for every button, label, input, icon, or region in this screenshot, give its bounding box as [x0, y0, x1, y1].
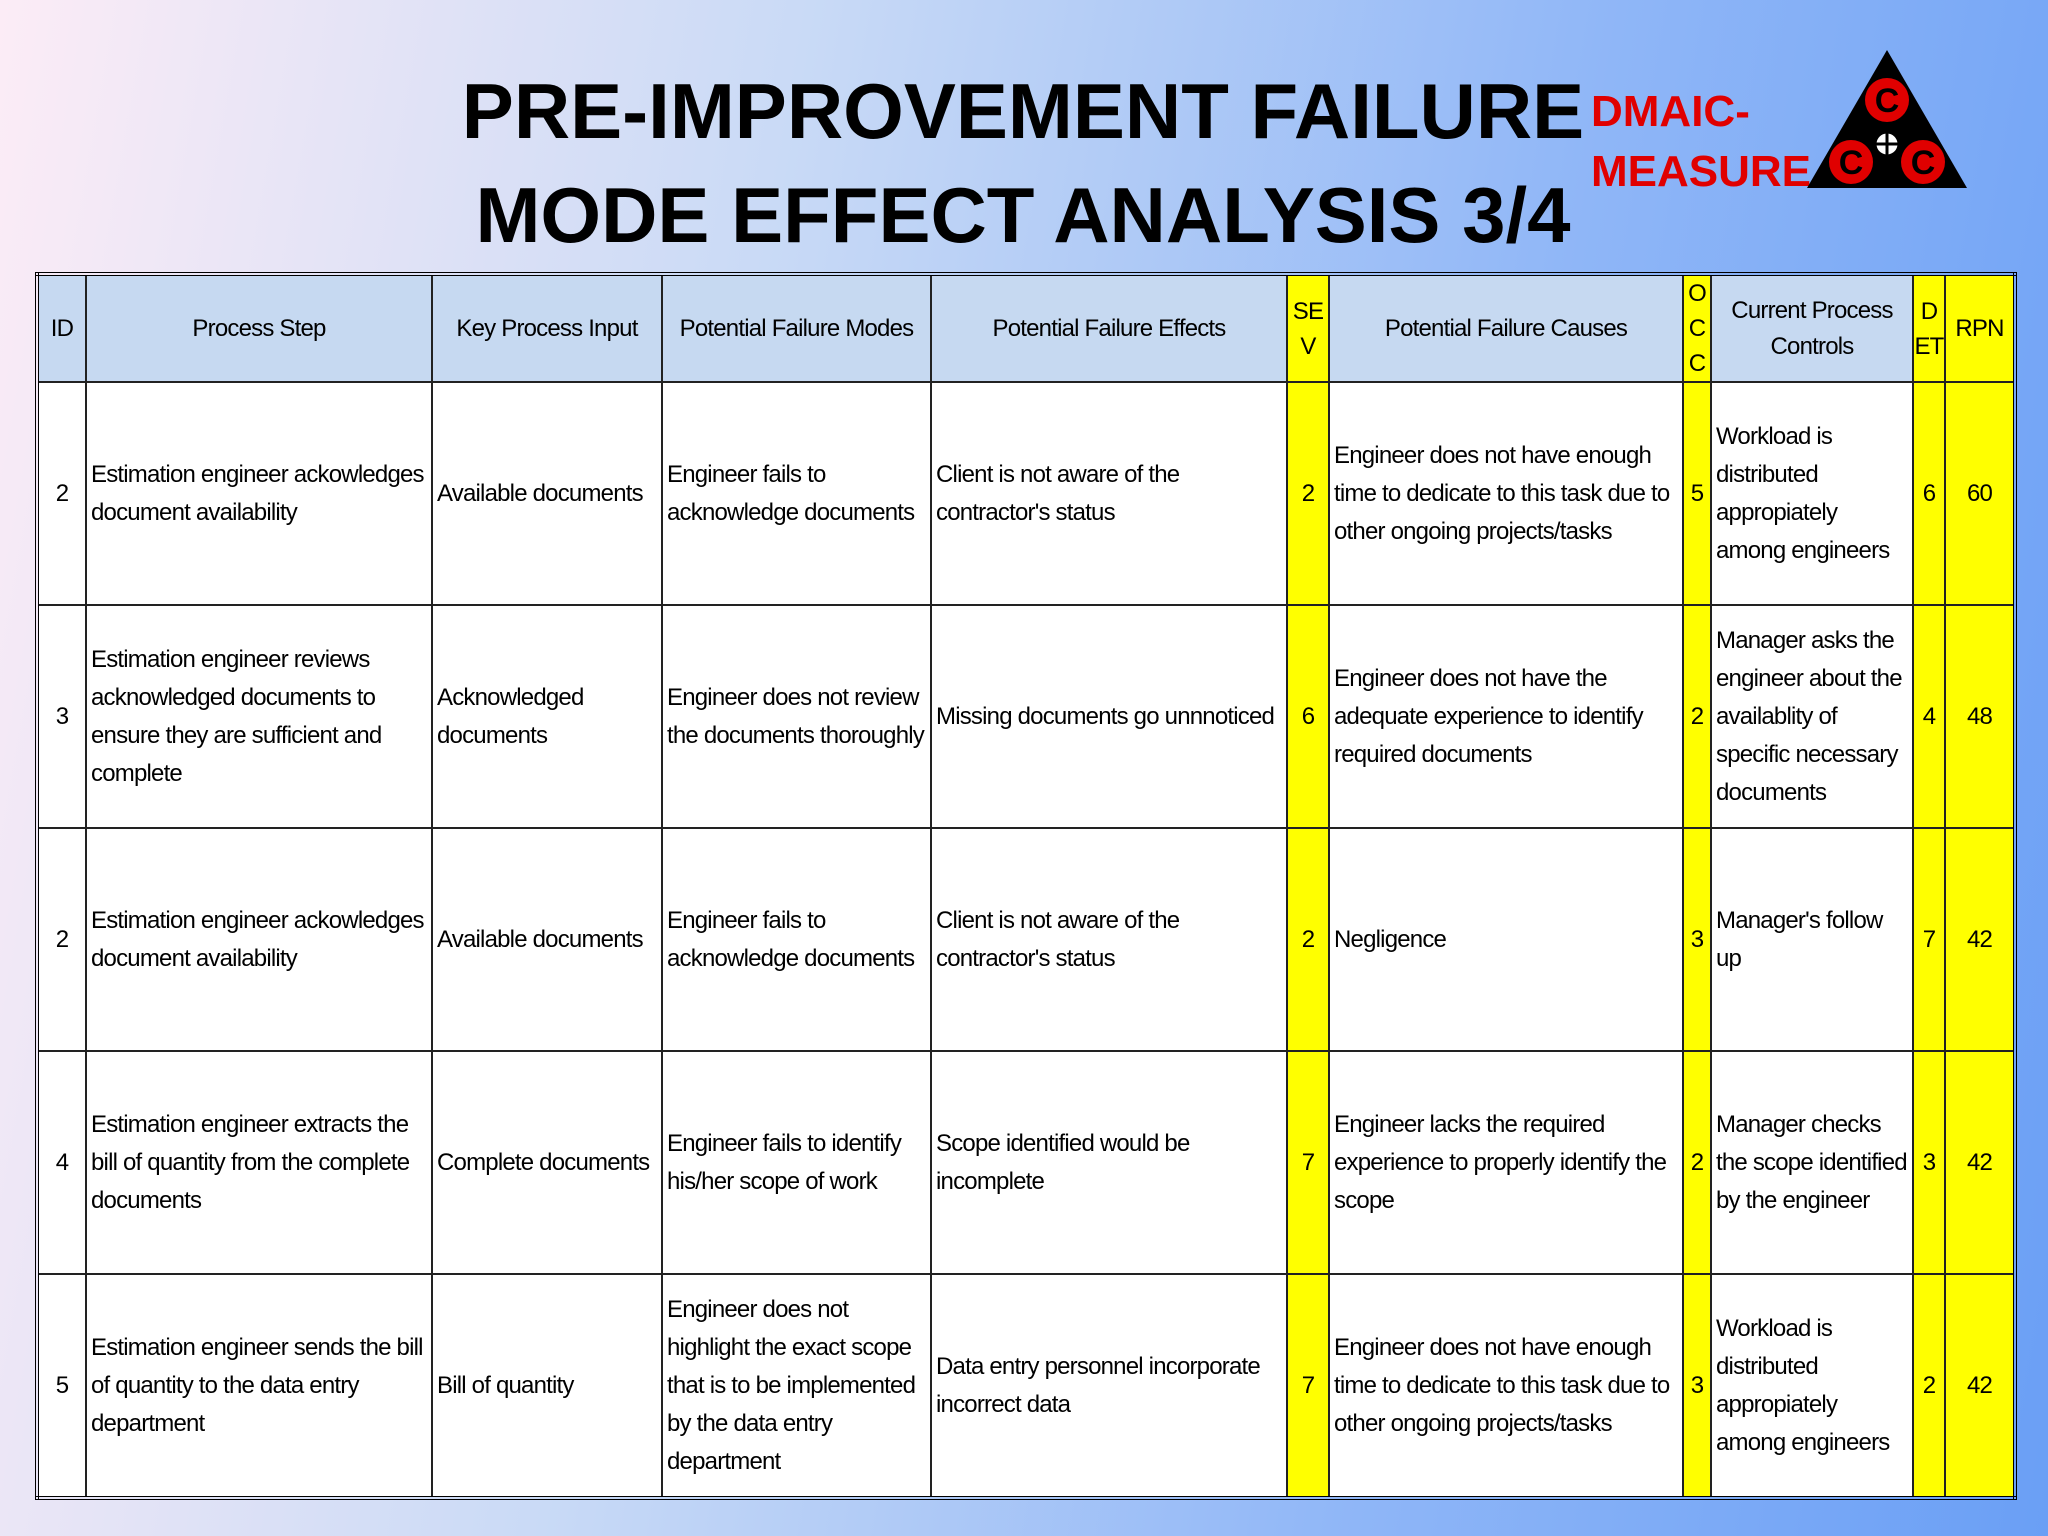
table-cell: 2	[1286, 381, 1330, 606]
table-cell: 2	[1682, 1050, 1712, 1275]
table-cell: 3	[36, 604, 87, 829]
column-header: SEV	[1286, 273, 1330, 383]
table-cell: Engineer fails to acknowledge documents	[661, 381, 932, 606]
table-cell: 2	[36, 827, 87, 1052]
table-cell: 3	[1682, 1273, 1712, 1499]
logo-circle	[1865, 78, 1909, 122]
logo-letter: C	[1875, 82, 1900, 120]
table-cell: Manager checks the scope identified by t…	[1710, 1050, 1914, 1275]
column-header: Potential Failure Effects	[930, 273, 1288, 383]
column-header: Key Process Input	[431, 273, 663, 383]
table-cell: Estimation engineer extracts the bill of…	[85, 1050, 433, 1275]
table-cell: Complete documents	[431, 1050, 663, 1275]
table-cell: 2	[1682, 604, 1712, 829]
table-cell: Workload is distributed appropiately amo…	[1710, 381, 1914, 606]
table-cell: Estimation engineer ackowledges document…	[85, 381, 433, 606]
table-cell: 7	[1286, 1273, 1330, 1499]
logo-circle	[1901, 140, 1945, 184]
header-row: ID Process Step Key Process Input Potential…	[36, 273, 2016, 383]
table-cell: Client is not aware of the contractor's …	[930, 381, 1288, 606]
table-cell: 7	[1286, 1050, 1330, 1275]
tag-line: DMAIC-	[1591, 87, 1750, 136]
table-row: 3 Estimation engineer reviews acknowledge…	[36, 604, 2016, 829]
table-cell: Estimation engineer reviews acknowledged…	[85, 604, 433, 829]
table-cell: 5	[1682, 381, 1712, 606]
table-body: 2 Estimation engineer ackowledges documen…	[36, 381, 2016, 1499]
table-row: 4 Estimation engineer extracts the bill o…	[36, 1050, 2016, 1275]
table-row: 2 Estimation engineer ackowledges documen…	[36, 827, 2016, 1052]
table-cell: 42	[1944, 827, 2016, 1052]
table-cell: 42	[1944, 1273, 2016, 1499]
table-cell: Scope identified would be incomplete	[930, 1050, 1288, 1275]
table-cell: Bill of quantity	[431, 1273, 663, 1499]
column-header: Process Step	[85, 273, 433, 383]
table-row: 5 Estimation engineer sends the bill of q…	[36, 1273, 2016, 1499]
table-cell: Negligence	[1328, 827, 1684, 1052]
table-cell: Manager asks the engineer about the avai…	[1710, 604, 1914, 829]
table-cell: Engineer does not have the adequate expe…	[1328, 604, 1684, 829]
table-row: 2 Estimation engineer ackowledges documen…	[36, 381, 2016, 606]
table-cell: Estimation engineer sends the bill of qu…	[85, 1273, 433, 1499]
table-cell: 6	[1286, 604, 1330, 829]
table-cell: Missing documents go unnnoticed	[930, 604, 1288, 829]
table-cell: Client is not aware of the contractor's …	[930, 827, 1288, 1052]
table-cell: 2	[1912, 1273, 1946, 1499]
column-header: OCC	[1682, 273, 1712, 383]
table-cell: Engineer does not have enough time to de…	[1328, 381, 1684, 606]
table-cell: Engineer fails to identify his/her scope…	[661, 1050, 932, 1275]
table-cell: Data entry personnel incorporate incorre…	[930, 1273, 1288, 1499]
table-cell: Manager's follow up	[1710, 827, 1914, 1052]
column-header: Potential Failure Causes	[1328, 273, 1684, 383]
table-cell: 2	[36, 381, 87, 606]
table-cell: 5	[36, 1273, 87, 1499]
table-cell: 3	[1682, 827, 1712, 1052]
table-cell: 48	[1944, 604, 2016, 829]
logo: C C C	[1807, 50, 1967, 188]
tag-line: MEASURE	[1591, 147, 1812, 196]
table-cell: Estimation engineer ackowledges document…	[85, 827, 433, 1052]
table-cell: Engineer does not have enough time to de…	[1328, 1273, 1684, 1499]
table-cell: 4	[1912, 604, 1946, 829]
column-header: Current Process Controls	[1710, 273, 1914, 383]
table-cell: Engineer does not highlight the exact sc…	[661, 1273, 932, 1499]
title-line: PRE-IMPROVEMENT FAILURE	[461, 67, 1585, 155]
title-line: MODE EFFECT ANALYSIS 3/4	[475, 171, 1571, 259]
table-cell: 7	[1912, 827, 1946, 1052]
logo-letter: C	[1839, 144, 1864, 182]
fmea-table: ID Process Step Key Process Input Potential…	[35, 272, 2017, 1500]
table-cell: Engineer lacks the required experience t…	[1328, 1050, 1684, 1275]
table-cell: Workload is distributed appropiately amo…	[1710, 1273, 1914, 1499]
table-cell: 42	[1944, 1050, 2016, 1275]
table-cell: 60	[1944, 381, 2016, 606]
table-cell: Engineer fails to acknowledge documents	[661, 827, 932, 1052]
table-cell: 3	[1912, 1050, 1946, 1275]
table-cell: 6	[1912, 381, 1946, 606]
table-cell: Available documents	[431, 381, 663, 606]
column-header: RPN	[1944, 273, 2016, 383]
table-cell: 2	[1286, 827, 1330, 1052]
column-header: Potential Failure Modes	[661, 273, 932, 383]
table-cell: Available documents	[431, 827, 663, 1052]
logo-circle	[1829, 140, 1873, 184]
table-cell: Engineer does not review the documents t…	[661, 604, 932, 829]
table-cell: Acknowledged documents	[431, 604, 663, 829]
table-cell: 4	[36, 1050, 87, 1275]
logo-letter: C	[1911, 144, 1936, 182]
column-header: ID	[36, 273, 87, 383]
column-header: DET	[1912, 273, 1946, 383]
